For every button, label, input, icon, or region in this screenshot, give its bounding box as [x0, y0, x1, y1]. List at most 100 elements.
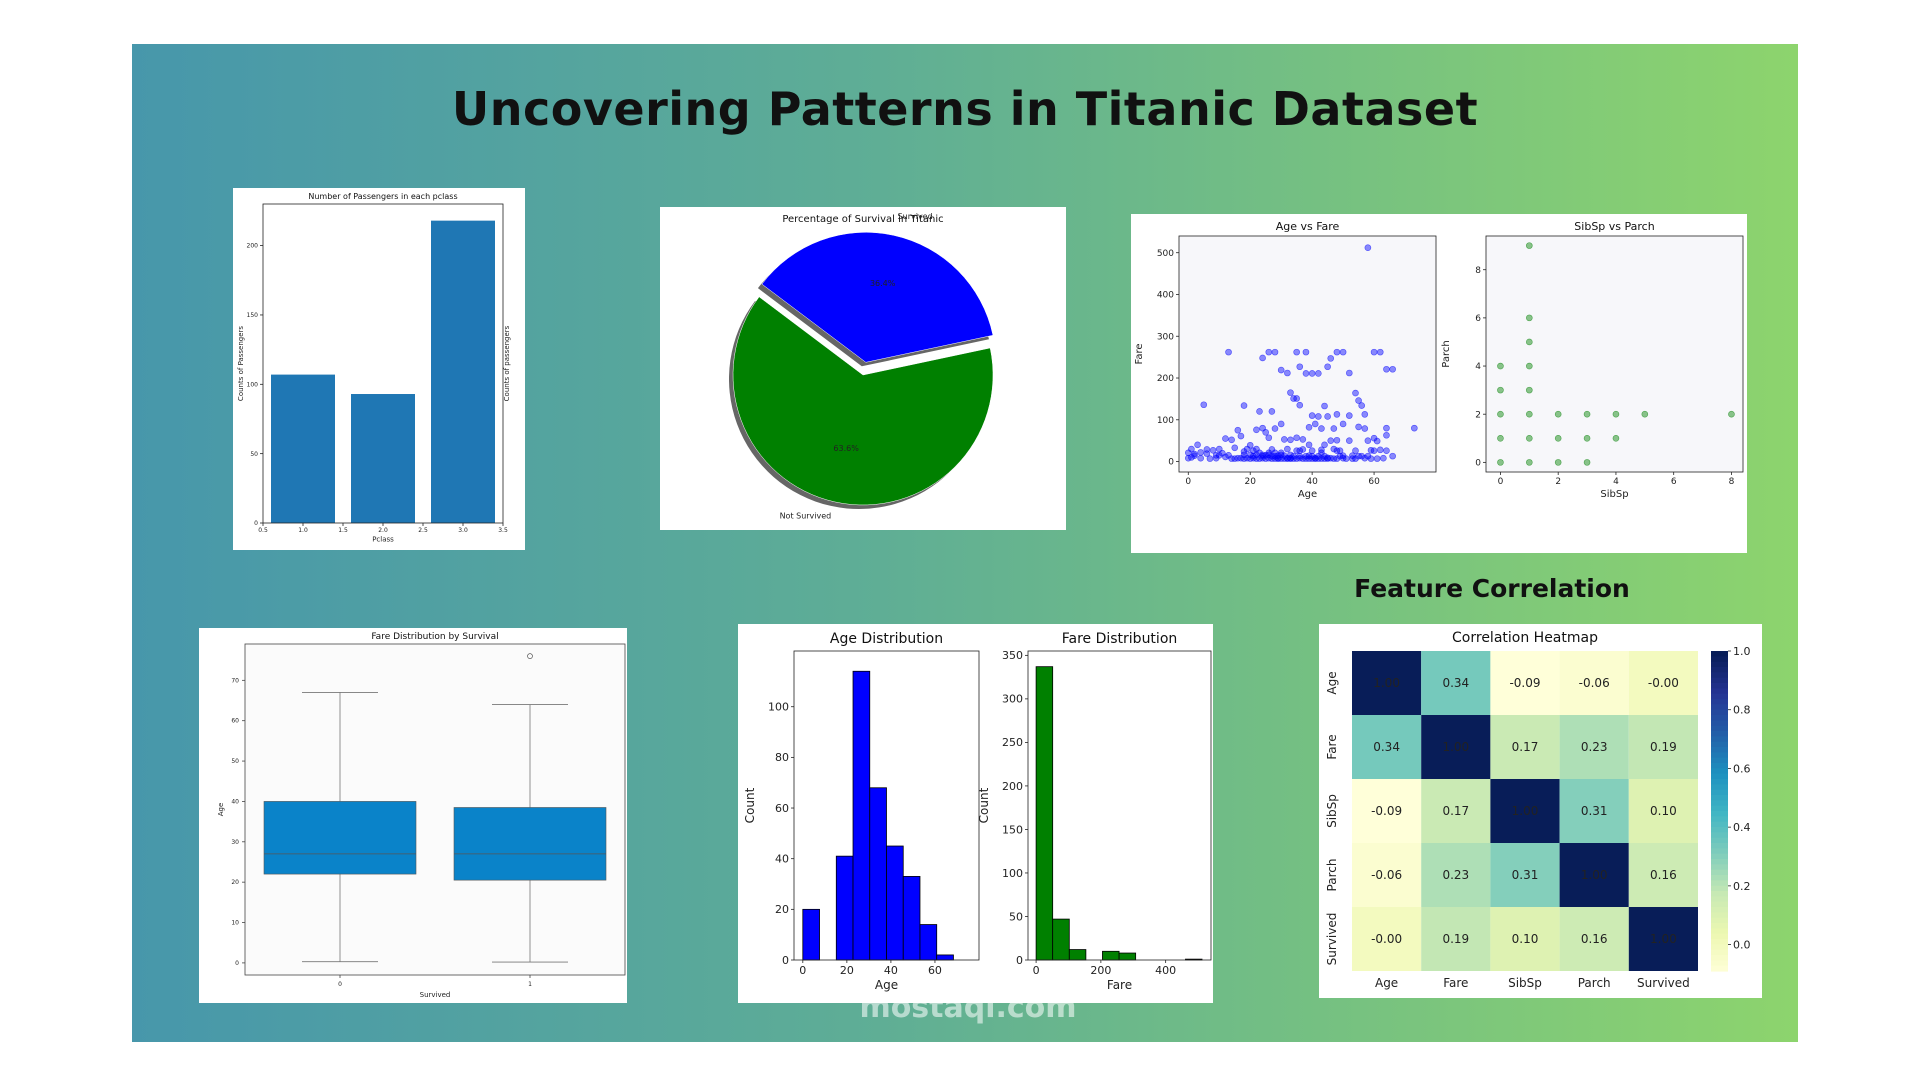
scatter-point — [1315, 413, 1322, 420]
colorbar-segment — [1711, 699, 1728, 705]
colorbar-segment — [1711, 832, 1728, 839]
heatmap-cell-value: 0.31 — [1512, 868, 1539, 882]
heatmap-cell-value: -0.00 — [1371, 932, 1402, 946]
y-axis-label: Count — [743, 787, 757, 823]
histogram-bar — [919, 924, 938, 961]
y-tick-label: 40 — [231, 798, 239, 805]
y-tick-label: 250 — [1002, 736, 1023, 749]
scatter-point — [1324, 363, 1331, 371]
y-axis-label: Count — [977, 787, 991, 823]
x-tick-label: 20 — [1244, 477, 1256, 487]
colorbar-segment — [1711, 661, 1728, 668]
heatmap-row-label: Fare — [1325, 734, 1339, 759]
colorbar-segment — [1711, 811, 1728, 817]
colorbar-tick-label: 0.8 — [1733, 704, 1751, 717]
y-tick-label: 300 — [1002, 693, 1023, 706]
box-body — [263, 801, 417, 875]
plot-frame — [1485, 235, 1744, 473]
heatmap-cell — [1628, 907, 1698, 971]
colorbar-segment — [1711, 933, 1728, 940]
colorbar-tick-label: 1.0 — [1733, 645, 1751, 658]
scatter-point — [1305, 424, 1313, 431]
x-tick-label: 40 — [1306, 477, 1318, 487]
y-tick-label: 100 — [1157, 416, 1174, 426]
y-tick-label: 100 — [768, 701, 789, 714]
colorbar-tick-label: 0.2 — [1733, 880, 1751, 893]
scatter-point — [1200, 401, 1208, 409]
scatter-point — [1358, 452, 1365, 460]
heatmap-cell — [1352, 907, 1422, 971]
heatmap-cell — [1421, 651, 1491, 715]
heatmap-cell-value: 0.10 — [1650, 804, 1677, 818]
x-axis-label: Fare — [1107, 978, 1132, 992]
colorbar-segment — [1711, 939, 1728, 945]
scatter-point — [1222, 435, 1229, 442]
x-axis-label: Survived — [420, 991, 451, 999]
y-tick-label: 300 — [1157, 332, 1174, 342]
x-tick-label: 0.5 — [258, 527, 268, 534]
scatter-point — [1293, 434, 1300, 442]
colorbar-segment — [1711, 779, 1728, 785]
y-tick-label: 350 — [1002, 649, 1023, 662]
scatter-point — [1197, 454, 1204, 462]
x-tick-label: 1.5 — [338, 527, 348, 534]
heatmap-cell — [1559, 651, 1629, 715]
scatter-point — [1330, 445, 1338, 453]
scatter-point — [1203, 446, 1211, 453]
scatter-point — [1389, 452, 1396, 460]
scatter-point — [1262, 429, 1269, 436]
scatter-point — [1333, 348, 1341, 356]
scatter-point — [1265, 348, 1273, 356]
y-tick-label: 2 — [1475, 410, 1481, 420]
colorbar-segment — [1711, 869, 1728, 876]
x-axis-label: SibSp — [1600, 489, 1628, 500]
scatter-point — [1352, 389, 1359, 397]
x-tick-label: 40 — [884, 964, 898, 977]
scatter-point — [1583, 459, 1591, 466]
scatter-point — [1271, 348, 1279, 356]
colorbar-segment — [1711, 693, 1728, 700]
y-tick-label: 50 — [231, 758, 239, 765]
colorbar-segment — [1711, 683, 1728, 689]
scatter-point — [1302, 370, 1310, 377]
heatmap-col-label: Age — [1375, 976, 1398, 990]
scatter-point — [1376, 446, 1384, 454]
scatter-point — [1380, 454, 1387, 462]
x-tick-label: 6 — [1671, 477, 1677, 487]
x-tick-label: 3.5 — [498, 527, 508, 534]
plot-background — [1486, 236, 1743, 472]
heatmap-cell — [1628, 651, 1698, 715]
y-tick-label: 0 — [1016, 954, 1023, 967]
histogram-bar — [1068, 949, 1087, 961]
heatmap-cell-value: 0.17 — [1512, 740, 1539, 754]
heatmap-cell — [1352, 843, 1422, 907]
scatter-point — [1284, 369, 1291, 377]
heatmap-cell-value: 0.31 — [1581, 804, 1608, 818]
heatmap-cell — [1559, 843, 1629, 907]
scatter-point — [1256, 408, 1263, 415]
scatter-charts: Age vs Fare 0 20 40 60 0 100 200 300 400 500 Age Far… — [1131, 214, 1747, 553]
scatter-point — [1206, 455, 1214, 462]
scatter-point — [1383, 424, 1390, 432]
x-tick-label: 60 — [1368, 477, 1380, 487]
colorbar-segment — [1711, 960, 1728, 967]
scatter-point — [1373, 437, 1381, 445]
histogram-bar — [886, 845, 904, 961]
scatter-point — [1265, 434, 1273, 442]
bar — [271, 374, 335, 523]
scatter-point — [1253, 451, 1260, 459]
heatmap-cell — [1490, 907, 1560, 971]
histogram-bar — [835, 855, 854, 961]
colorbar-segment — [1711, 923, 1728, 929]
scatter-point — [1346, 412, 1353, 419]
y-tick-label: 0 — [1475, 459, 1481, 469]
chart-title: Fare Distribution — [1062, 631, 1178, 647]
chart-title: Age vs Fare — [1276, 220, 1340, 233]
y-tick-label: 80 — [775, 751, 789, 764]
heatmap-cell-value: -0.00 — [1648, 676, 1679, 690]
heatmap-cell-value: -0.09 — [1371, 804, 1402, 818]
scatter-point — [1327, 355, 1335, 362]
scatter-point — [1234, 426, 1242, 434]
scatter-point — [1311, 420, 1319, 428]
scatter-point — [1271, 449, 1279, 457]
